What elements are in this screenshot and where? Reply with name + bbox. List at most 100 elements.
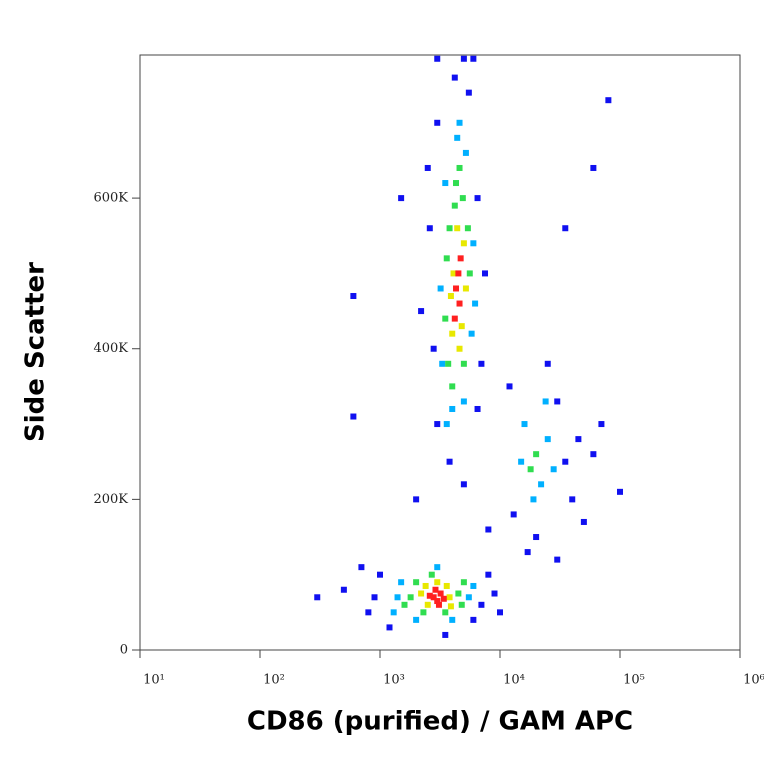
point [470, 240, 477, 247]
point [580, 518, 587, 525]
point [460, 481, 467, 488]
point [491, 590, 498, 597]
point [569, 496, 576, 503]
point [510, 511, 517, 518]
point [365, 609, 372, 616]
point [428, 571, 435, 578]
point [432, 586, 439, 593]
point [466, 270, 473, 277]
point [424, 601, 431, 608]
y-tick-label: 0 [120, 643, 128, 658]
point [460, 398, 467, 405]
point [454, 134, 461, 141]
point [478, 601, 485, 608]
x-tick-label: 10³ [383, 673, 405, 688]
point [518, 458, 525, 465]
point [470, 582, 477, 589]
point [443, 582, 450, 589]
point [521, 421, 528, 428]
point [446, 225, 453, 232]
point [598, 421, 605, 428]
point [533, 451, 540, 458]
point [430, 594, 437, 601]
point [449, 330, 456, 337]
point [340, 586, 347, 593]
point [358, 564, 365, 571]
point [544, 360, 551, 367]
point [451, 74, 458, 81]
point [468, 330, 475, 337]
point [465, 594, 472, 601]
point [434, 579, 441, 586]
point [398, 195, 405, 202]
point [474, 195, 481, 202]
point [420, 609, 427, 616]
point [456, 119, 463, 126]
point [456, 300, 463, 307]
point [401, 601, 408, 608]
point [454, 225, 461, 232]
point [449, 616, 456, 623]
point [460, 579, 467, 586]
point [447, 293, 454, 300]
point [394, 594, 401, 601]
point [418, 590, 425, 597]
point [460, 55, 467, 62]
point [465, 89, 472, 96]
point [470, 55, 477, 62]
point [440, 595, 447, 602]
point [418, 308, 425, 315]
point [462, 149, 469, 156]
point [437, 590, 444, 597]
point [530, 496, 537, 503]
point [538, 481, 545, 488]
point [447, 603, 454, 610]
point [544, 436, 551, 443]
point [458, 601, 465, 608]
point [590, 164, 597, 171]
point [482, 270, 489, 277]
point [451, 315, 458, 322]
point [464, 225, 471, 232]
point [456, 345, 463, 352]
point [450, 270, 457, 277]
point [575, 436, 582, 443]
point [617, 488, 623, 495]
point [455, 270, 462, 277]
point [446, 594, 453, 601]
x-tick-label: 10⁶ [743, 673, 764, 688]
point [449, 405, 456, 412]
point [533, 534, 540, 541]
point [445, 360, 452, 367]
points [314, 55, 623, 638]
point [506, 383, 513, 390]
point [439, 360, 446, 367]
x-axis-title: CD86 (purified) / GAM APC [247, 707, 633, 737]
point [460, 240, 467, 247]
point [459, 195, 466, 202]
point [527, 466, 534, 473]
point [458, 323, 465, 330]
point [434, 119, 441, 126]
point [434, 598, 441, 605]
point [426, 225, 433, 232]
point [605, 97, 612, 104]
point [457, 255, 464, 262]
point [449, 383, 456, 390]
point [350, 413, 357, 420]
point [314, 594, 321, 601]
y-tick-label: 600K [93, 191, 128, 206]
point [407, 594, 414, 601]
x-tick-label: 10¹ [143, 673, 165, 688]
point [470, 616, 477, 623]
point [413, 496, 420, 503]
point [456, 164, 463, 171]
plot-frame [139, 54, 741, 651]
point [590, 451, 597, 458]
point [386, 624, 393, 631]
point [435, 601, 442, 608]
y-tick-label: 400K [93, 341, 128, 356]
point [455, 590, 462, 597]
point [413, 616, 420, 623]
